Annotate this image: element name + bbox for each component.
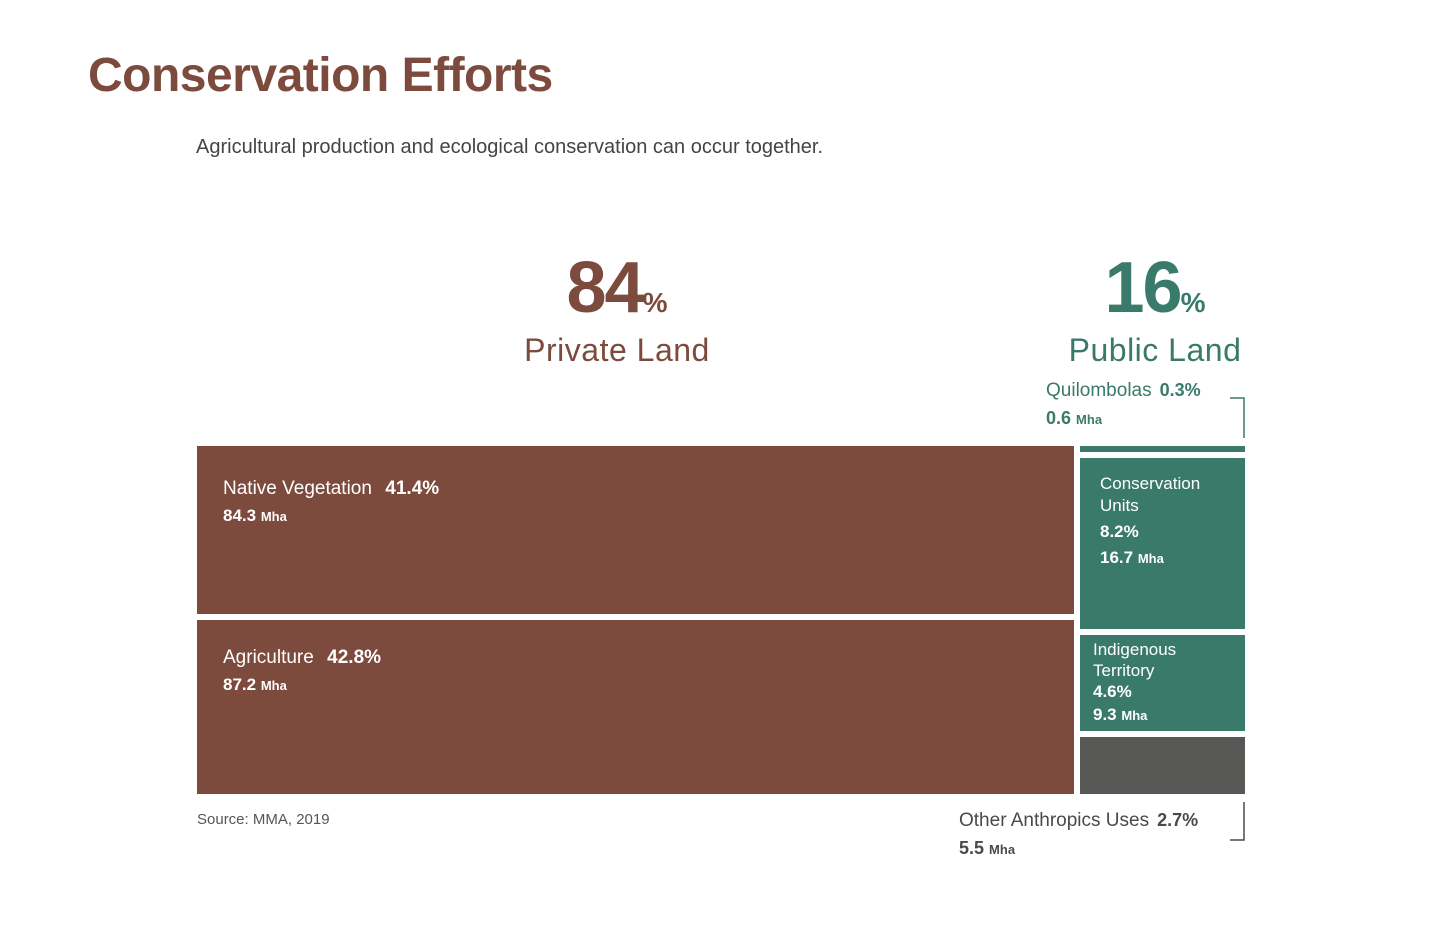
agriculture-block xyxy=(197,620,1074,794)
quilombolas-name: Quilombolas xyxy=(1046,380,1152,401)
source-note: Source: MMA, 2019 xyxy=(197,811,330,828)
native-vegetation-label: Native Vegetation 41.4% 84.3 Mha xyxy=(223,478,439,526)
indigenous-territory-name-line2: Territory xyxy=(1093,661,1155,680)
private-land-percent: 84 xyxy=(566,248,645,328)
other-anthropics-uses-bracket xyxy=(1230,802,1245,841)
indigenous-territory-percent: 4.6% xyxy=(1093,682,1132,701)
other-anthropics-uses-block xyxy=(1080,737,1245,794)
conservation-units-label: Conservation Units 8.2% 16.7 Mha xyxy=(1100,473,1200,570)
indigenous-territory-area: 9.3 xyxy=(1093,705,1117,724)
public-land-percent-symbol: % xyxy=(1180,287,1206,318)
native-vegetation-name: Native Vegetation xyxy=(223,478,372,499)
public-land-summary: 16% Public Land xyxy=(1040,252,1270,369)
page-subtitle: Agricultural production and ecological c… xyxy=(196,136,824,158)
other-anthropics-uses-label: Other Anthropics Uses 2.7% 5.5 Mha xyxy=(959,810,1198,859)
agriculture-label: Agriculture 42.8% 87.2 Mha xyxy=(223,647,381,695)
conservation-units-block xyxy=(1080,458,1245,629)
indigenous-territory-label: Indigenous Territory 4.6% 9.3 Mha xyxy=(1093,639,1176,726)
conservation-units-name-line1: Conservation xyxy=(1100,474,1201,493)
other-anthropics-uses-percent: 2.7% xyxy=(1157,810,1199,830)
quilombolas-unit: Mha xyxy=(1076,412,1103,427)
quilombolas-label: Quilombolas 0.3% 0.6 Mha xyxy=(1046,380,1201,429)
native-vegetation-area: 84.3 xyxy=(223,506,257,525)
native-vegetation-unit: Mha xyxy=(260,509,287,524)
agriculture-percent: 42.8% xyxy=(327,647,382,668)
native-vegetation-block xyxy=(197,446,1074,614)
public-land-percent: 16 xyxy=(1104,248,1183,328)
agriculture-area: 87.2 xyxy=(223,675,257,694)
conservation-units-name-line2: Units xyxy=(1100,496,1139,515)
other-anthropics-uses-area: 5.5 xyxy=(959,838,985,858)
private-land-percent-symbol: % xyxy=(642,287,668,318)
public-land-label: Public Land xyxy=(1068,332,1242,368)
agriculture-unit: Mha xyxy=(260,678,287,693)
private-land-label: Private Land xyxy=(524,332,710,368)
private-land-summary: 84% Private Land xyxy=(500,252,734,369)
other-anthropics-uses-unit: Mha xyxy=(989,842,1016,857)
quilombolas-area: 0.6 xyxy=(1046,408,1072,428)
conservation-units-area: 16.7 xyxy=(1100,548,1134,567)
quilombolas-block xyxy=(1080,446,1245,452)
indigenous-territory-name-line1: Indigenous xyxy=(1093,640,1177,659)
native-vegetation-percent: 41.4% xyxy=(385,478,440,499)
page-title: Conservation Efforts xyxy=(88,49,553,102)
conservation-units-percent: 8.2% xyxy=(1100,522,1139,541)
conservation-units-unit: Mha xyxy=(1137,551,1164,566)
indigenous-territory-unit: Mha xyxy=(1121,708,1148,723)
quilombolas-percent: 0.3% xyxy=(1159,380,1201,400)
indigenous-territory-block xyxy=(1080,635,1245,731)
quilombolas-bracket xyxy=(1230,397,1245,438)
agriculture-name: Agriculture xyxy=(223,647,314,668)
other-anthropics-uses-name: Other Anthropics Uses xyxy=(959,810,1150,831)
